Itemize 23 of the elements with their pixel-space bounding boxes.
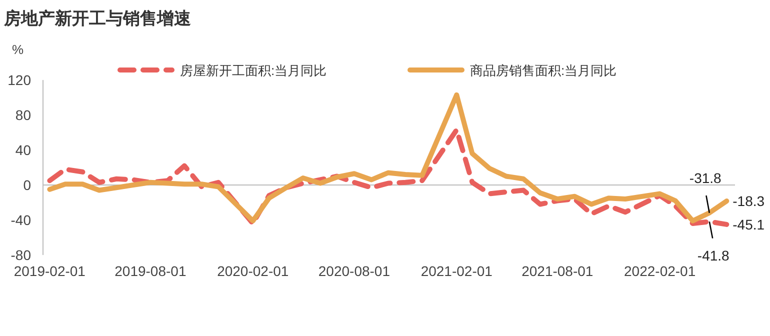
y-tick-label: 120 [8,72,32,88]
x-tick-label: 2021-02-01 [420,263,493,279]
x-tick-label: 2019-02-01 [14,263,86,279]
y-tick-label: -80 [10,247,32,263]
ylabel: % [12,42,24,57]
x-tick-label: 2019-08-01 [114,263,186,279]
annotation: -41.8 [697,221,730,264]
annotation: -18.3 [732,193,765,209]
y-tick-label: -40 [10,212,32,228]
legend-label: 房屋新开工面积:当月同比 [180,63,327,78]
y-tick-label: 80 [15,107,32,123]
title: 房地产新开工与销售增速 [4,9,191,29]
annotation: -45.1 [732,216,765,232]
x-tick-label: 2020-02-01 [217,263,289,279]
y-tick-label: 0 [23,177,32,193]
annotation: -31.8 [689,170,722,186]
x-tick-label: 2020-08-01 [318,263,390,279]
legend-label: 商品房销售面积:当月同比 [470,63,617,78]
x-tick-label: 2022-02-01 [624,263,696,279]
annotation: -31.8 [689,170,722,213]
annotation: -41.8 [697,248,730,264]
x-tick-label: 2021-08-01 [522,263,594,279]
y-tick-label: 40 [15,142,32,158]
